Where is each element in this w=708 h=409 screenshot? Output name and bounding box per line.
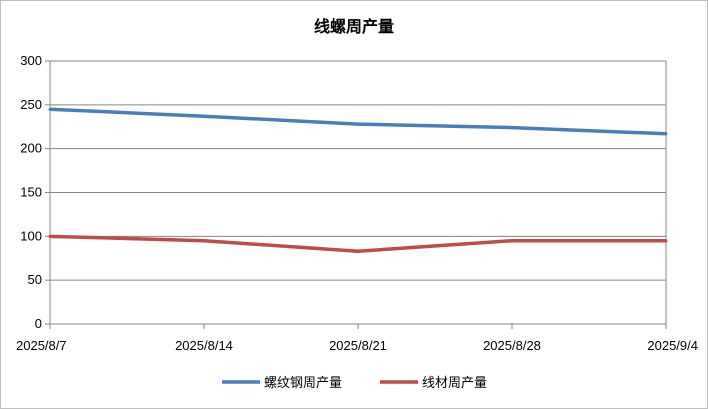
legend-label: 线材周产量 [422,376,487,391]
axes [45,60,667,329]
series-line-1 [49,107,667,136]
x-tick-label: 2025/8/21 [329,338,387,353]
x-tick-labels: 2025/8/7 2025/8/14 2025/8/21 2025/8/28 2025/… [16,338,698,353]
y-tick-label: 300 [20,53,42,68]
data-point [202,114,206,118]
y-tick-label: 50 [28,272,42,287]
series-lines [48,107,668,253]
legend: 螺纹钢周产量 线材周产量 [222,376,487,391]
data-point [510,239,514,243]
x-tick-label: 2025/8/7 [16,338,67,353]
series-line-2 [49,234,666,253]
y-tick-label: 250 [20,97,42,112]
data-point [664,239,668,243]
data-point [510,126,514,130]
data-point [202,239,206,243]
y-tick-label: 100 [20,228,42,243]
y-tick-label: 200 [20,141,42,156]
y-tick-label: 150 [20,185,42,200]
y-tick-labels: 0 50 100 150 200 250 300 [20,53,42,331]
data-point [664,132,668,136]
legend-label: 螺纹钢周产量 [264,376,342,391]
data-point [356,122,360,126]
y-tick-label: 0 [35,316,42,331]
data-point [356,249,360,253]
x-tick-label: 2025/8/28 [483,338,541,353]
x-tick-label: 2025/8/14 [175,338,233,353]
gridlines [50,60,666,281]
chart-title: 线螺周产量 [314,17,394,36]
data-point [48,234,52,238]
x-tick-label: 2025/9/4 [647,338,698,353]
data-point [48,107,52,111]
